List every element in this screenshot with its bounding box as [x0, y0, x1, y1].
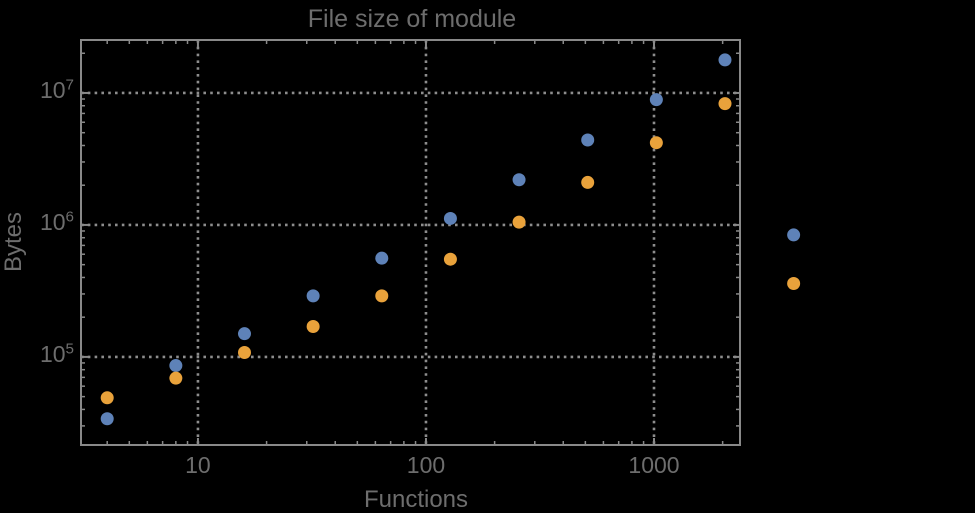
data-point-series-2-orange [649, 136, 663, 150]
y-tick-exponent: 7 [65, 76, 74, 94]
data-point-series-2-orange [443, 252, 457, 266]
data-point-series-1-blue [787, 228, 801, 242]
x-tick-label: 1000 [628, 452, 680, 478]
y-tick-label: 105 [4, 341, 74, 367]
data-point-series-2-orange [718, 97, 732, 111]
data-point-series-1-blue [169, 359, 183, 373]
data-point-series-2-orange [237, 345, 251, 359]
data-point-series-1-blue [718, 53, 732, 67]
plot-frame [80, 39, 741, 446]
data-point-series-2-orange [581, 175, 595, 189]
data-point-series-2-orange [375, 289, 389, 303]
data-point-series-1-blue [649, 93, 663, 107]
y-tick-exponent: 6 [65, 208, 74, 226]
y-tick-base: 10 [39, 76, 66, 103]
data-point-series-2-orange [169, 371, 183, 385]
data-point-series-1-blue [512, 173, 526, 187]
data-point-series-1-blue [306, 289, 320, 303]
data-point-series-2-orange [787, 276, 801, 290]
data-point-series-2-orange [512, 215, 526, 229]
chart-title: File size of module [307, 5, 517, 33]
data-point-series-1-blue [237, 327, 251, 341]
y-tick-label: 106 [4, 209, 74, 235]
x-tick-label: 100 [406, 452, 446, 478]
data-point-series-1-blue [100, 412, 114, 426]
data-point-series-1-blue [581, 133, 595, 147]
x-axis-label: Functions [363, 486, 469, 513]
data-point-series-2-orange [100, 391, 114, 405]
y-tick-base: 10 [39, 208, 66, 235]
y-tick-exponent: 5 [65, 340, 74, 358]
data-point-series-2-orange [306, 319, 320, 333]
y-tick-label: 107 [4, 77, 74, 103]
data-point-series-1-blue [375, 251, 389, 265]
x-tick-label: 10 [185, 452, 211, 478]
data-point-series-1-blue [443, 211, 457, 225]
y-tick-base: 10 [39, 340, 66, 367]
